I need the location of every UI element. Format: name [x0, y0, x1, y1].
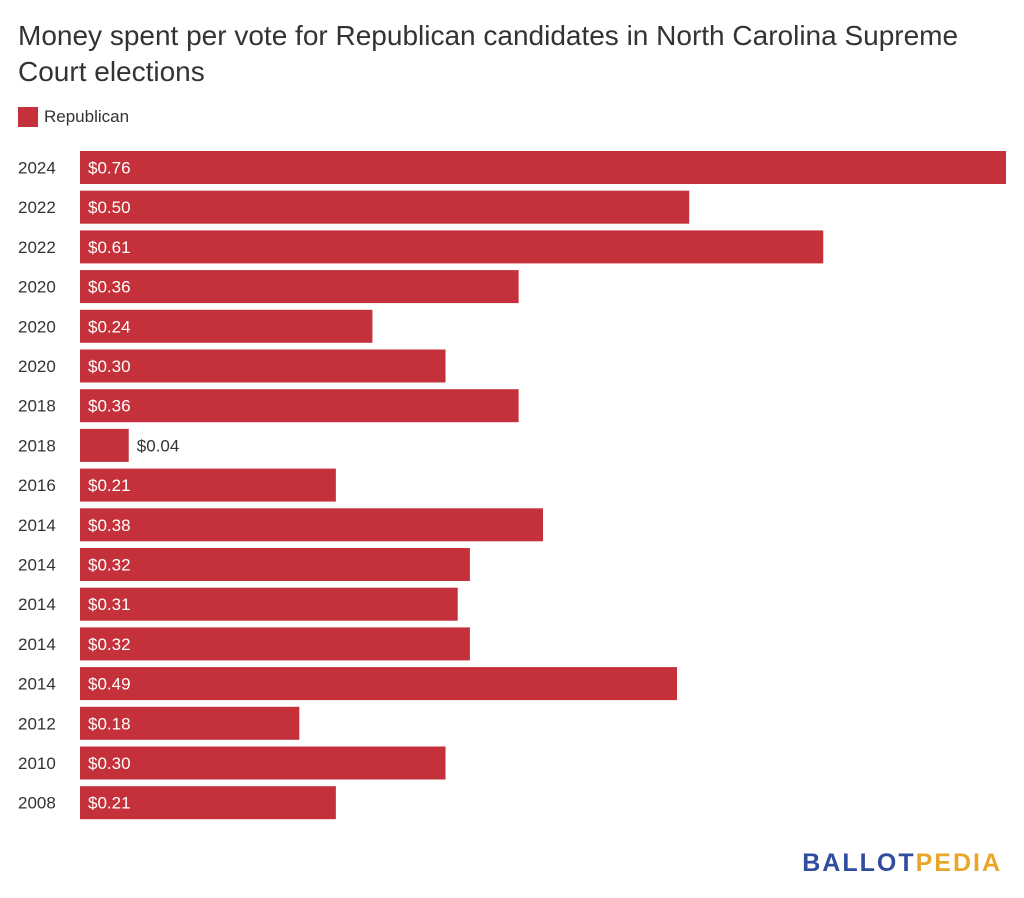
- category-label: 2024: [18, 159, 56, 178]
- bar-value-label: $0.50: [88, 198, 131, 217]
- bar-value-label: $0.21: [88, 794, 131, 813]
- bar-value-label: $0.36: [88, 397, 131, 416]
- bar: [80, 508, 543, 542]
- bar: [80, 428, 129, 462]
- bar-value-label: $0.38: [88, 516, 131, 535]
- category-label: 2022: [18, 198, 56, 217]
- category-label: 2020: [18, 357, 56, 376]
- bar-value-label: $0.61: [88, 238, 131, 257]
- bar: [80, 389, 519, 423]
- chart-title: Money spent per vote for Republican cand…: [18, 20, 959, 87]
- bar: [80, 587, 458, 621]
- bar: [80, 190, 690, 224]
- logo-text-pedia: PEDIA: [915, 849, 1002, 877]
- bar: [80, 349, 446, 383]
- bar-value-label: $0.49: [88, 675, 131, 694]
- bar-value-label: $0.32: [88, 556, 131, 575]
- bar-value-label: $0.32: [88, 635, 131, 654]
- bar-value-label: $0.76: [88, 159, 131, 178]
- bar: [80, 786, 336, 820]
- bar-value-label: $0.04: [137, 436, 180, 455]
- bar-value-label: $0.18: [88, 714, 131, 733]
- bar: [80, 468, 336, 502]
- bar-value-label: $0.36: [88, 278, 131, 297]
- legend-label-republican: Republican: [44, 107, 130, 126]
- bar: [80, 627, 470, 661]
- bar: [80, 548, 470, 581]
- ballotpedia-logo: BALLOTPEDIA: [802, 849, 1002, 878]
- category-label: 2008: [18, 794, 56, 813]
- bar-value-label: $0.30: [88, 754, 131, 773]
- category-label: 2014: [18, 556, 56, 575]
- category-label: 2020: [18, 278, 56, 297]
- bar: [80, 706, 300, 740]
- bar: [80, 151, 1006, 184]
- bar-value-label: $0.30: [88, 357, 131, 376]
- bar: [80, 309, 373, 343]
- category-label: 2012: [18, 714, 56, 733]
- bar: [80, 667, 678, 701]
- category-label: 2010: [18, 754, 56, 773]
- category-label: 2018: [18, 436, 56, 455]
- category-label: 2014: [18, 595, 56, 614]
- category-label: 2014: [18, 635, 56, 654]
- category-label: 2014: [18, 675, 56, 694]
- bar: [80, 230, 824, 264]
- bar: [80, 270, 519, 304]
- bar: [80, 746, 446, 780]
- legend: Republican: [18, 106, 129, 128]
- category-label: 2018: [18, 397, 56, 416]
- category-label: 2020: [18, 317, 56, 336]
- bar-value-label: $0.31: [88, 595, 131, 614]
- legend-swatch-republican: [18, 107, 38, 127]
- bar-value-label: $0.24: [88, 317, 131, 336]
- category-label: 2014: [18, 516, 56, 535]
- bar-value-label: $0.21: [88, 476, 131, 495]
- category-label: 2022: [18, 238, 56, 257]
- category-label: 2016: [18, 476, 56, 495]
- logo-text-ballot: BALLOT: [802, 849, 916, 877]
- bar-chart: 2024 $0.76 2022 $0.50 2022 $0.61 2020 $0.36 2020…: [18, 151, 1006, 820]
